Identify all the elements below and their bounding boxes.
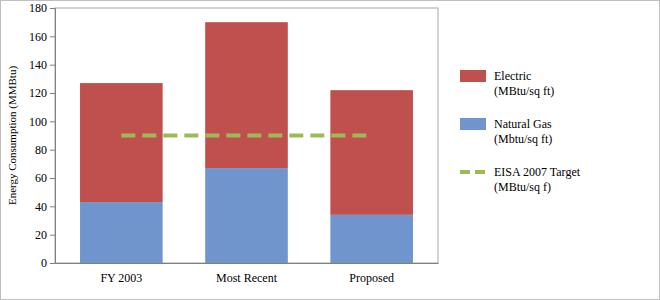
bar [80, 83, 163, 202]
marks [80, 22, 413, 263]
chart: 0 20 40 60 80 100 120 140 160 180 FY 2003 Most Rece… [0, 0, 660, 300]
plot: 0 20 40 60 80 100 120 140 160 180 FY 2003 Most Rece… [29, 1, 439, 284]
bar [80, 202, 163, 263]
y-tick: 20 [35, 228, 55, 242]
y-axis: 0 20 40 60 80 100 120 140 160 180 [29, 1, 56, 270]
x-tick: FY 2003 [100, 263, 142, 285]
bar [205, 168, 288, 263]
y-tick: 180 [29, 1, 55, 15]
y-tick-label: 120 [29, 86, 47, 100]
y-tick: 80 [35, 143, 55, 157]
y-tick-mark [50, 65, 55, 66]
x-tick: Most Recent [216, 263, 278, 285]
y-tick-mark [50, 36, 55, 37]
bar [330, 215, 413, 263]
legend: Electric (MBtu/sq ft) Natural Gas (Mbtu/s… [460, 69, 583, 194]
y-tick-label: 0 [41, 256, 47, 270]
y-tick-mark [50, 8, 55, 9]
y-tick-mark [50, 121, 55, 122]
y-tick-mark [50, 93, 55, 94]
legend-label: EISA 2007 Target (MBtu/sq f) [494, 165, 583, 194]
bar [330, 90, 413, 215]
legend-item: EISA 2007 Target (MBtu/sq f) [460, 165, 583, 194]
y-tick-mark [50, 150, 55, 151]
x-axis: FY 2003 Most Recent Proposed [56, 263, 439, 285]
bar [205, 22, 288, 168]
y-tick-mark [50, 206, 55, 207]
y-tick-mark [50, 263, 55, 264]
x-tick-label: Proposed [349, 271, 394, 285]
y-tick: 160 [29, 30, 55, 44]
plot-frame [55, 8, 438, 263]
y-tick: 140 [29, 58, 55, 72]
chart-frame [1, 1, 660, 300]
y-tick: 100 [29, 115, 55, 129]
y-tick-label: 20 [35, 228, 47, 242]
y-axis-title: Energy Consumption (MMBtu) [6, 66, 19, 205]
legend-label: Natural Gas (Mbtu/sq ft) [494, 117, 555, 146]
x-tick-label: FY 2003 [100, 271, 142, 285]
y-tick: 0 [41, 256, 55, 270]
y-tick: 40 [35, 200, 55, 214]
y-tick: 120 [29, 86, 55, 100]
y-tick-mark [50, 235, 55, 236]
line [121, 134, 371, 138]
y-tick-label: 140 [29, 58, 47, 72]
legend-label: Electric (MBtu/sq ft) [494, 69, 554, 98]
legend-item: Natural Gas (Mbtu/sq ft) [460, 117, 555, 146]
y-tick-label: 160 [29, 30, 47, 44]
y-tick-label: 60 [35, 171, 47, 185]
y-tick-label: 100 [29, 115, 47, 129]
legend-swatch [460, 118, 486, 130]
legend-swatch [460, 170, 486, 174]
y-tick-label: 180 [29, 1, 47, 15]
y-tick-mark [50, 178, 55, 179]
y-tick-label: 80 [35, 143, 47, 157]
y-tick-label: 40 [35, 200, 47, 214]
legend-item: Electric (MBtu/sq ft) [460, 69, 554, 98]
x-axis-line [56, 263, 439, 264]
legend-swatch [460, 70, 486, 82]
x-tick-label: Most Recent [216, 271, 278, 285]
y-axis-line [50, 9, 56, 264]
y-tick: 60 [35, 171, 55, 185]
x-tick: Proposed [349, 263, 394, 285]
